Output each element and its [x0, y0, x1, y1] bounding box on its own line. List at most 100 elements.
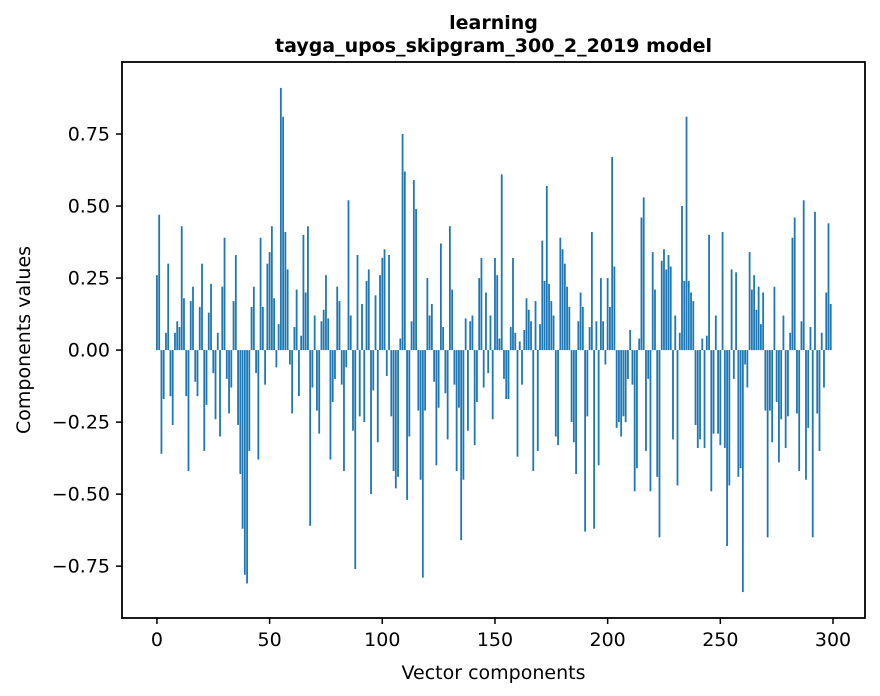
bar: [674, 315, 677, 351]
bar: [401, 134, 404, 351]
bar: [494, 257, 496, 351]
bar: [712, 350, 715, 434]
bar: [419, 350, 422, 480]
bar: [651, 252, 654, 351]
bar: [521, 350, 523, 385]
bar: [383, 249, 386, 351]
bar: [509, 327, 512, 351]
bar: [428, 315, 431, 351]
bar: [669, 266, 672, 351]
bar: [399, 338, 402, 351]
bar: [548, 283, 550, 351]
bar: [167, 263, 170, 351]
bar: [498, 338, 501, 351]
bar: [690, 292, 692, 351]
bar: [696, 350, 699, 449]
bar: [439, 243, 442, 351]
bar: [255, 350, 257, 374]
bar: [252, 286, 255, 351]
bar: [685, 116, 688, 351]
bar: [210, 283, 212, 351]
bar: [275, 350, 278, 368]
bar: [568, 306, 571, 351]
bar: [541, 240, 544, 351]
y-tick-label: −0.75: [52, 556, 110, 578]
bar: [273, 298, 276, 351]
bar: [239, 350, 242, 474]
bar: [809, 327, 812, 351]
bar: [304, 292, 307, 351]
bar: [820, 332, 823, 351]
bar: [636, 350, 638, 469]
bar: [160, 350, 163, 454]
bar: [282, 116, 285, 351]
bar: [356, 255, 359, 351]
bar: [183, 298, 185, 351]
bar: [327, 318, 330, 351]
bar: [451, 289, 454, 351]
bar: [162, 350, 165, 400]
bar: [180, 226, 183, 351]
bar: [552, 315, 555, 351]
bar: [782, 315, 785, 351]
bar: [609, 306, 611, 351]
bar: [787, 350, 789, 417]
bar: [284, 231, 287, 351]
bar: [293, 327, 296, 351]
bar: [631, 350, 634, 385]
bar: [750, 289, 753, 351]
bar: [185, 350, 188, 397]
bar: [417, 350, 420, 411]
y-tick-label: −0.25: [52, 412, 110, 434]
chart-title-line2: tayga_upos_skipgram_300_2_2019 model: [275, 35, 712, 57]
bar: [753, 275, 756, 351]
bar: [825, 292, 828, 351]
bar: [584, 350, 587, 532]
bar: [476, 350, 478, 402]
bar: [793, 217, 796, 351]
bar: [295, 289, 298, 351]
bar: [593, 350, 596, 529]
bar: [717, 350, 719, 434]
bar: [665, 269, 668, 351]
bar: [376, 350, 379, 443]
bar: [629, 329, 632, 351]
bar: [667, 255, 670, 351]
bar: [814, 211, 816, 351]
y-axis-label: Components values: [13, 246, 35, 434]
bar: [586, 350, 589, 417]
bar: [532, 350, 535, 472]
bar: [291, 350, 294, 414]
bar: [453, 350, 456, 385]
bar: [563, 263, 566, 351]
bar: [392, 350, 395, 472]
bar: [590, 231, 593, 351]
bar: [237, 350, 239, 425]
bar: [261, 306, 264, 351]
bar: [266, 263, 269, 351]
bar: [464, 318, 467, 351]
bar: [827, 223, 830, 351]
bar: [543, 280, 546, 351]
bar: [264, 350, 266, 385]
bar: [780, 350, 783, 420]
bar: [518, 341, 521, 351]
bar: [683, 280, 686, 351]
bar: [577, 321, 580, 351]
bar: [446, 350, 449, 440]
bar: [800, 321, 803, 351]
bar: [430, 303, 433, 351]
bar: [196, 350, 199, 397]
bar: [248, 350, 251, 451]
bar: [460, 350, 463, 541]
bar: [627, 350, 629, 379]
bar: [525, 298, 528, 351]
bar: [539, 324, 541, 351]
bar: [187, 350, 190, 472]
bar: [250, 306, 253, 351]
bar: [798, 350, 801, 472]
bar: [811, 350, 814, 538]
bar: [588, 327, 591, 351]
bar: [829, 303, 832, 351]
